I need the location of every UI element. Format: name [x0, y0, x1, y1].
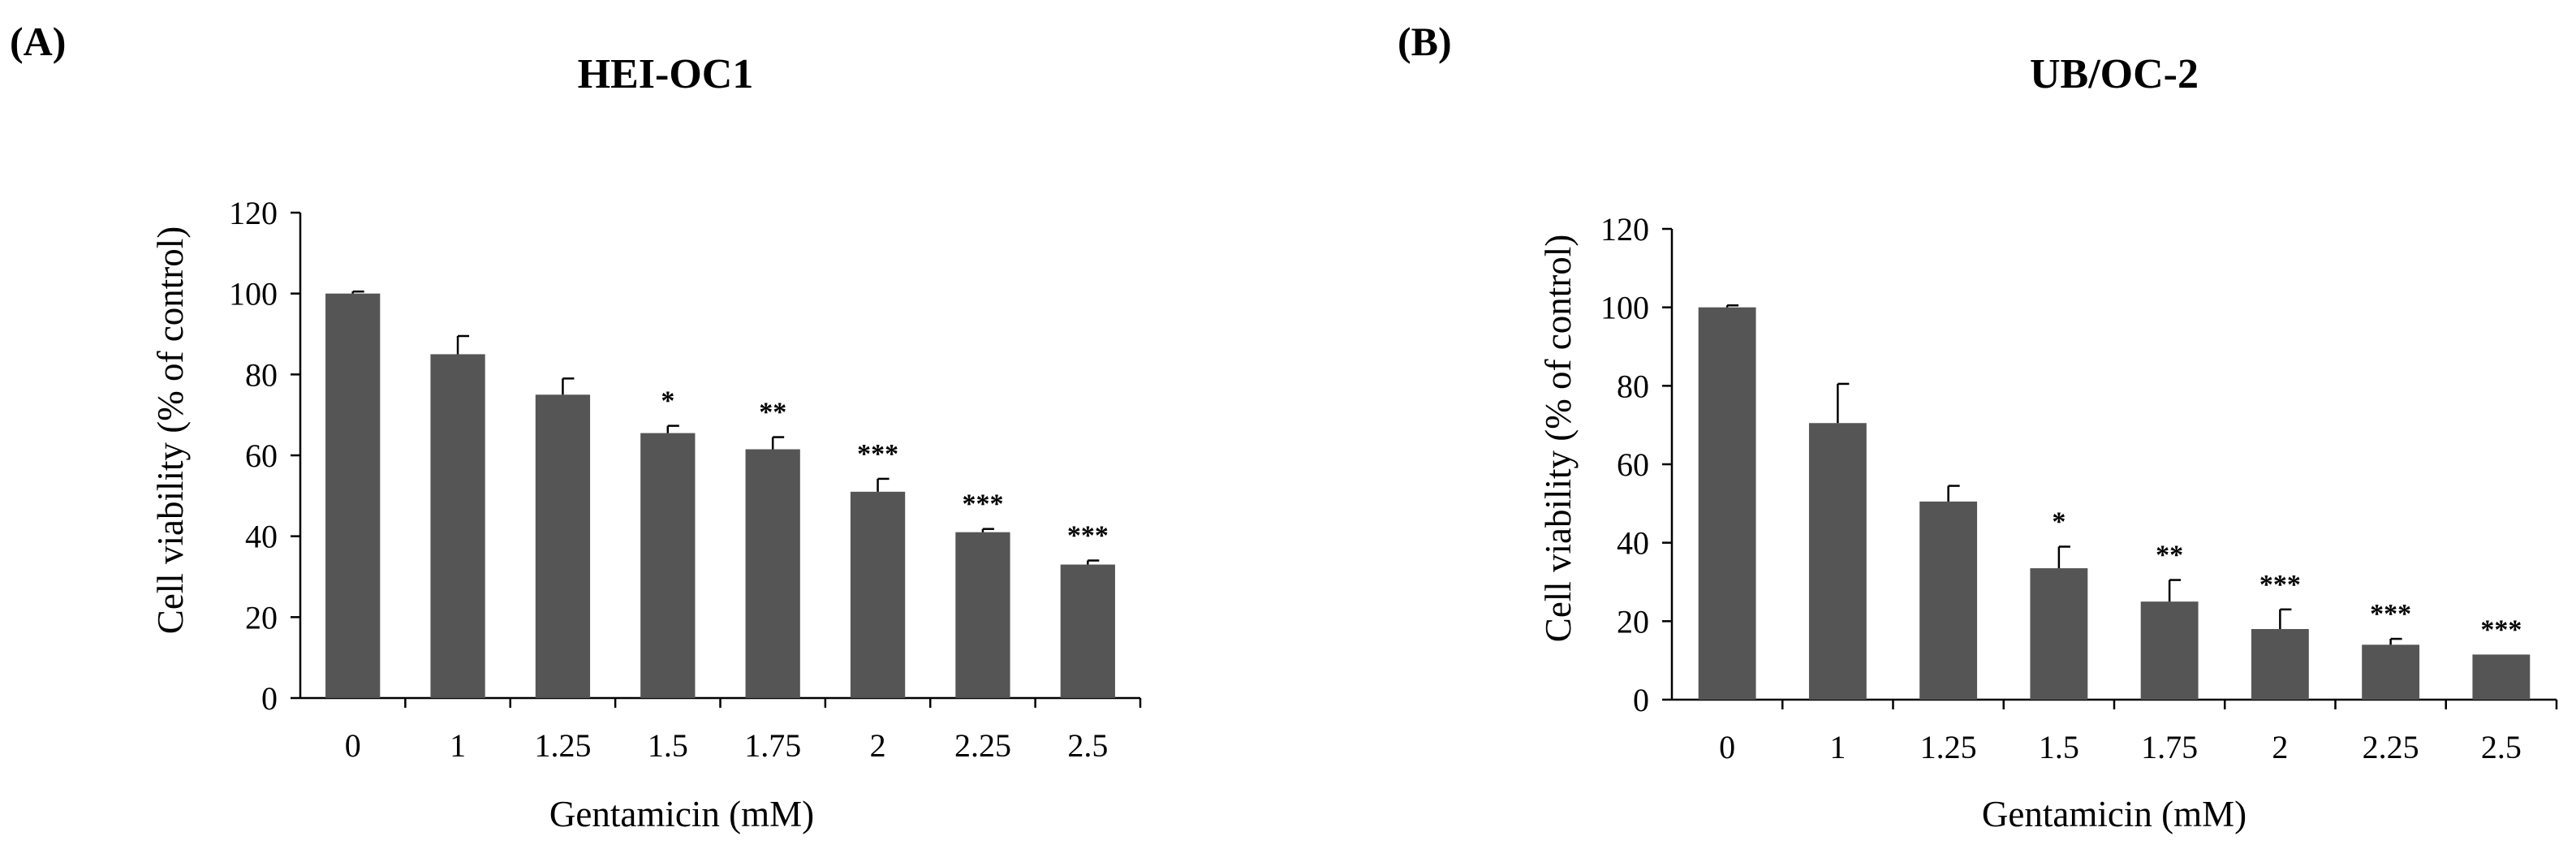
- significance-marker: ***: [857, 439, 898, 469]
- significance-marker: **: [759, 398, 786, 428]
- bar: [2030, 568, 2088, 700]
- significance-marker: *: [2052, 507, 2066, 537]
- bar: [325, 293, 381, 698]
- y-tick-label: 80: [245, 356, 278, 393]
- y-tick-label: 60: [1617, 446, 1649, 483]
- x-tick-label: 2: [870, 727, 886, 764]
- chart-title: HEI-OC1: [578, 51, 754, 97]
- y-tick-label: 100: [229, 276, 278, 312]
- bar: [1698, 307, 1756, 700]
- plot-area: 0 20 40 60 80 100 120 0 1 1.25 1.5 * 1.75 ** 2 *** 2.25 *…: [1600, 211, 2558, 765]
- significance-marker: ***: [2259, 570, 2301, 600]
- panel-label: (B): [1398, 19, 1452, 64]
- x-tick-label: 1: [450, 727, 466, 764]
- y-tick-label: 0: [1633, 682, 1649, 718]
- x-axis-label: Gentamicin (mM): [1982, 794, 2246, 834]
- x-tick-label: 2: [2272, 729, 2288, 765]
- plot-area: 0 20 40 60 80 100 120 0 1 1.25 1.5 * 1.75 ** 2 *** 2.25 *…: [229, 195, 1142, 764]
- x-tick-label: 1.75: [2141, 729, 2198, 765]
- bar: [2251, 629, 2309, 700]
- y-tick-label: 120: [1600, 211, 1649, 248]
- bar: [745, 449, 800, 698]
- x-tick-label: 0: [345, 727, 361, 764]
- bar: [535, 394, 591, 698]
- significance-marker: ***: [2370, 599, 2411, 629]
- bar: [430, 354, 485, 698]
- y-tick-label: 20: [245, 599, 278, 636]
- y-tick-label: 0: [261, 680, 278, 717]
- y-tick-label: 40: [1617, 525, 1649, 562]
- bar: [640, 433, 696, 698]
- bar: [1808, 423, 1867, 700]
- significance-marker: ***: [1067, 521, 1109, 551]
- y-axis-label: Cell viability (% of control): [150, 226, 191, 634]
- significance-marker: ***: [2480, 614, 2522, 644]
- y-tick-label: 60: [245, 437, 278, 474]
- bar: [2472, 654, 2531, 700]
- y-tick-label: 120: [229, 195, 278, 231]
- panel-label: (A): [10, 19, 66, 64]
- bar: [850, 491, 906, 698]
- x-tick-label: 1.25: [534, 727, 591, 764]
- significance-marker: *: [661, 386, 674, 416]
- x-tick-label: 2.5: [2481, 729, 2522, 765]
- x-axis-label: Gentamicin (mM): [549, 794, 814, 834]
- bar: [1060, 564, 1115, 698]
- x-tick-label: 2.25: [954, 727, 1011, 764]
- significance-marker: **: [2156, 541, 2183, 571]
- x-tick-label: 1.25: [1920, 729, 1977, 765]
- y-tick-label: 20: [1617, 603, 1649, 640]
- y-axis-label: Cell viability (% of control): [1538, 235, 1579, 642]
- chart-title: UB/OC-2: [2030, 51, 2199, 97]
- bar: [955, 532, 1010, 698]
- y-tick-label: 40: [245, 519, 278, 555]
- x-tick-label: 0: [1719, 729, 1735, 765]
- y-tick-label: 80: [1617, 368, 1649, 404]
- bar: [1919, 501, 1978, 700]
- significance-marker: ***: [962, 489, 1003, 519]
- bar: [2140, 601, 2199, 700]
- x-tick-label: 1.5: [2039, 729, 2079, 765]
- y-tick-label: 100: [1600, 290, 1649, 326]
- x-tick-label: 2.5: [1067, 727, 1108, 764]
- x-tick-label: 2.25: [2363, 729, 2419, 765]
- x-tick-label: 1.5: [648, 727, 688, 764]
- panel-b: (B) UB/OC-2 0 20 40 60 80 100 120 0 1 1.25 1.5 * 1.7…: [1398, 19, 2558, 834]
- x-tick-label: 1.75: [744, 727, 801, 764]
- panel-a: (A) HEI-OC1 0 20 40 60 80 100 120 0 1 1.25 1.5 * 1.7…: [10, 19, 1142, 834]
- bar: [2362, 644, 2420, 700]
- x-tick-label: 1: [1829, 729, 1846, 765]
